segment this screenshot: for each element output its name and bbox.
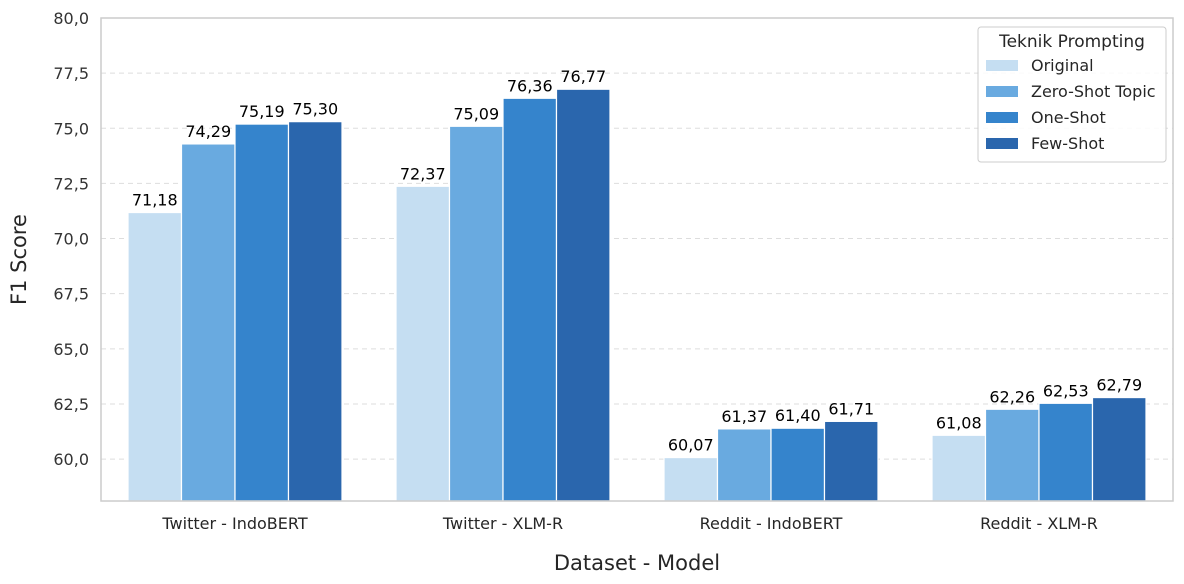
y-tick-label: 62,5 bbox=[53, 395, 89, 414]
bar-value-label: 61,37 bbox=[721, 407, 767, 426]
bar-value-label: 76,77 bbox=[560, 67, 606, 86]
bar-value-label: 76,36 bbox=[507, 76, 553, 95]
bar bbox=[502, 97, 558, 502]
y-tick-label: 80,0 bbox=[53, 9, 89, 28]
bar bbox=[663, 456, 719, 502]
bar-value-label: 62,79 bbox=[1096, 376, 1142, 395]
bar-value-label: 71,18 bbox=[132, 191, 178, 210]
legend-swatch bbox=[986, 112, 1018, 123]
legend: Teknik Prompting Original Zero-Shot Topic… bbox=[977, 26, 1167, 163]
bar-value-label: 61,40 bbox=[775, 406, 821, 425]
bar-value-label: 75,30 bbox=[292, 100, 338, 119]
legend-label: Few-Shot bbox=[1031, 134, 1104, 153]
y-tick-label: 75,0 bbox=[53, 119, 89, 138]
x-tick-label: Reddit - XLM-R bbox=[980, 514, 1098, 533]
bar bbox=[931, 434, 987, 502]
x-tick-label: Twitter - XLM-R bbox=[442, 514, 563, 533]
bar bbox=[1038, 402, 1094, 502]
y-tick-label: 72,5 bbox=[53, 174, 89, 193]
legend-label: Zero-Shot Topic bbox=[1031, 82, 1156, 101]
y-axis-title: F1 Score bbox=[7, 214, 31, 305]
data-labels: 71,18 74,29 75,19 75,30 72,37 75,09 76,36 76,77… bbox=[132, 67, 1142, 454]
y-tick-label: 67,5 bbox=[53, 285, 89, 304]
bar bbox=[984, 408, 1040, 502]
bar-value-label: 61,08 bbox=[936, 413, 982, 432]
y-tick-label: 70,0 bbox=[53, 230, 89, 249]
legend-label: One-Shot bbox=[1031, 108, 1106, 127]
bar-value-label: 62,53 bbox=[1043, 381, 1089, 400]
legend-label: Original bbox=[1031, 56, 1094, 75]
bar-value-label: 72,37 bbox=[400, 164, 446, 183]
bar bbox=[234, 123, 290, 502]
bar bbox=[180, 143, 236, 502]
y-tick-label: 65,0 bbox=[53, 340, 89, 359]
bar-value-label: 74,29 bbox=[185, 122, 231, 141]
bar-value-label: 62,26 bbox=[989, 387, 1035, 406]
legend-swatch bbox=[986, 86, 1018, 97]
bar-value-label: 75,19 bbox=[239, 102, 285, 121]
bar bbox=[287, 121, 343, 502]
legend-title: Teknik Prompting bbox=[998, 32, 1145, 52]
bar bbox=[448, 125, 504, 502]
y-tick-label: 60,0 bbox=[53, 450, 89, 469]
legend-swatch bbox=[986, 60, 1018, 71]
bar-value-label: 60,07 bbox=[668, 436, 714, 455]
bar bbox=[555, 88, 611, 502]
bar-value-label: 75,09 bbox=[453, 104, 499, 123]
x-tick-label: Reddit - IndoBERT bbox=[700, 514, 843, 533]
bar bbox=[127, 211, 183, 502]
y-axis-ticks: 60,0 62,5 65,0 67,5 70,0 72,5 75,0 77,5 80,0 bbox=[53, 9, 89, 469]
bar bbox=[1091, 396, 1147, 502]
bar bbox=[770, 427, 826, 502]
legend-swatch bbox=[986, 138, 1018, 149]
bar-value-label: 61,71 bbox=[828, 399, 874, 418]
x-axis-title: Dataset - Model bbox=[554, 551, 720, 575]
bar bbox=[823, 420, 879, 502]
legend-box bbox=[977, 26, 1167, 163]
y-tick-label: 77,5 bbox=[53, 64, 89, 83]
bar bbox=[716, 428, 772, 502]
bar bbox=[395, 185, 451, 502]
bars bbox=[127, 88, 1147, 502]
x-tick-label: Twitter - IndoBERT bbox=[161, 514, 307, 533]
x-axis-ticks: Twitter - IndoBERT Twitter - XLM-R Reddit … bbox=[161, 514, 1097, 533]
plot-frame bbox=[100, 17, 1174, 502]
